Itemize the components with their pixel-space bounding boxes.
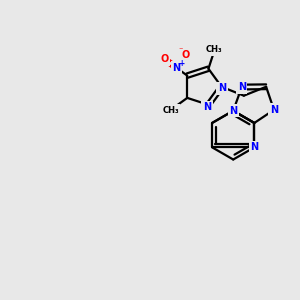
Text: N: N	[250, 142, 258, 152]
Text: CH₃: CH₃	[206, 45, 222, 54]
Text: +: +	[178, 59, 184, 68]
Text: N: N	[270, 105, 278, 115]
Text: O: O	[160, 54, 169, 64]
Text: O: O	[182, 50, 190, 60]
Text: N: N	[203, 102, 211, 112]
Text: CH₃: CH₃	[162, 106, 179, 115]
Text: N: N	[229, 106, 237, 116]
Text: N: N	[238, 82, 246, 92]
Text: N: N	[218, 83, 226, 93]
Text: ⁻: ⁻	[178, 46, 183, 55]
Text: N: N	[172, 63, 181, 73]
